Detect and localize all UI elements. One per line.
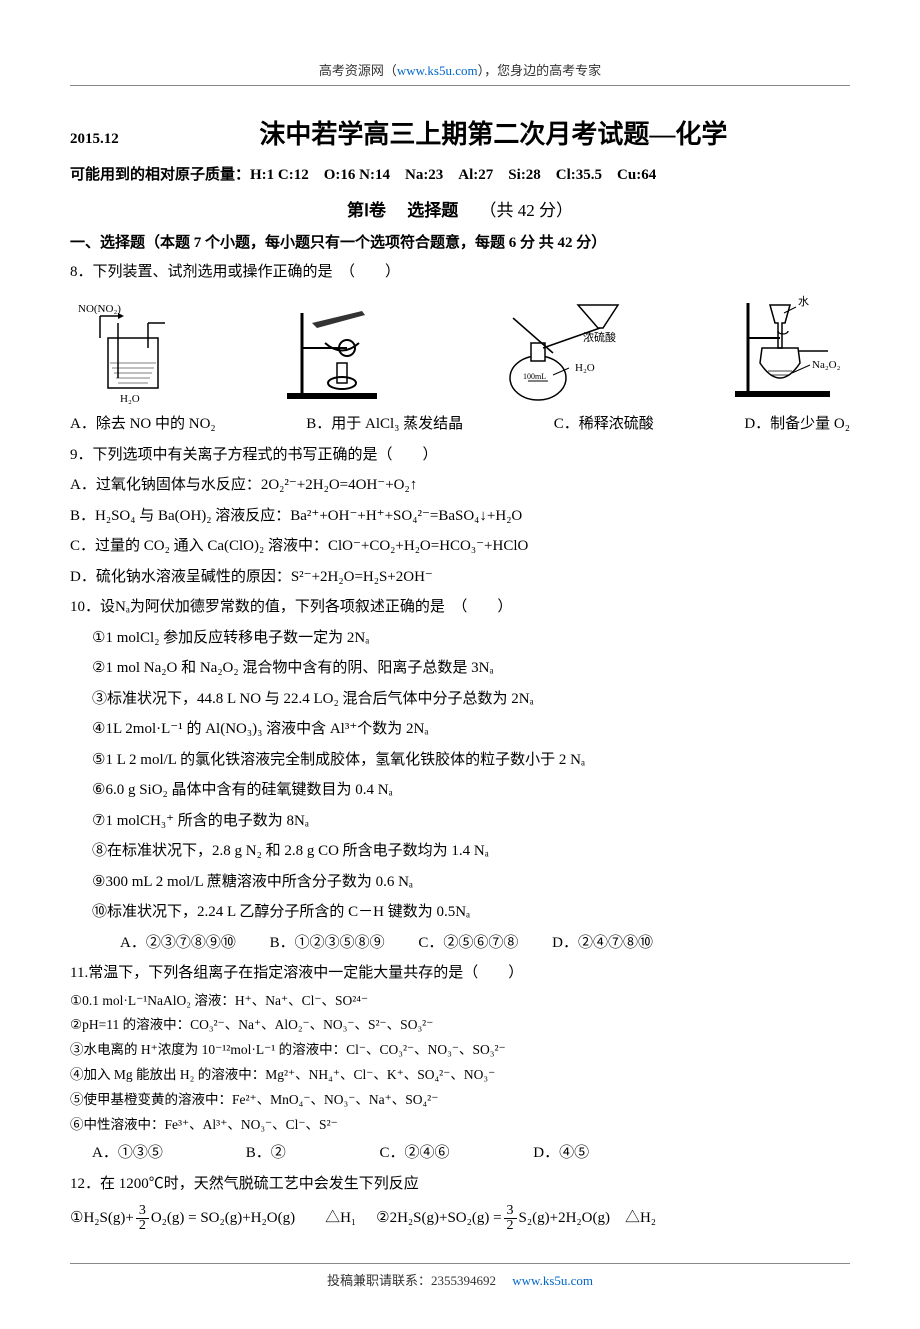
q8-fig-c: 100mL 浓硫酸 H₂O: [483, 293, 633, 408]
header-site: 高考资源网（: [319, 63, 397, 78]
q12-eq1b: O₂(g) = SO₂(g)+H₂O(g) △H₁: [151, 1205, 356, 1232]
q12-frac2: 3 2: [504, 1204, 517, 1233]
footer-url: www.ks5u.com: [512, 1273, 593, 1288]
q10-s7: ⑦1 molCH₃⁺ 所含的电子数为 8Nₐ: [70, 807, 850, 836]
q10-opt-b: B．①②③⑤⑧⑨: [270, 935, 385, 951]
fig-d-label-na2o2: Na₂O₂: [812, 359, 841, 371]
q11-opt-c: C．②④⑥: [380, 1139, 530, 1168]
fig-c-flask-label: 100mL: [523, 372, 546, 381]
fig-c-label-acid: 浓硫酸: [583, 330, 616, 344]
q10-options: A．②③⑦⑧⑨⑩ B．①②③⑤⑧⑨ C．②⑤⑥⑦⑧ D．②④⑦⑧⑩: [70, 929, 850, 958]
q11-opt-a: A．①③⑤: [92, 1139, 242, 1168]
q8-opt-a: A．除去 NO 中的 NO₂: [70, 412, 216, 433]
q12-stem: 12．在 1200℃时，天然气脱硫工艺中会发生下列反应: [70, 1170, 850, 1199]
evaporation-icon: [267, 293, 397, 408]
q8-fig-b: [267, 293, 397, 408]
q8-fig-a: NO(NO₂) H₂O: [70, 298, 180, 408]
page-footer: 投稿兼职请联系：2355394692 www.ks5u.com: [70, 1263, 850, 1289]
header-url: www.ks5u.com: [397, 63, 478, 78]
q11-s1: ①0.1 mol·L⁻¹NaAlO₂ 溶液：H⁺、Na⁺、Cl⁻、SO²⁴⁻: [70, 990, 850, 1013]
section-sub: 选择题: [407, 201, 458, 220]
q10-s6: ⑥6.0 g SiO₂ 晶体中含有的硅氧键数目为 0.4 Nₐ: [70, 776, 850, 805]
q10-s9: ⑨300 mL 2 mol/L 蔗糖溶液中所含分子数为 0.6 Nₐ: [70, 868, 850, 897]
q8-stem: 8．下列装置、试剂选用或操作正确的是 （ ）: [70, 258, 850, 287]
section-label: 第Ⅰ卷: [347, 201, 386, 220]
footer-text: 投稿兼职请联系：2355394692: [327, 1273, 496, 1288]
q10-s5: ⑤1 L 2 mol/L 的氯化铁溶液完全制成胶体，氢氧化铁胶体的粒子数小于 2…: [70, 746, 850, 775]
section-title: 第Ⅰ卷 选择题 （共 42 分）: [70, 196, 850, 221]
header-tagline: ），您身边的高考专家: [478, 63, 602, 78]
q11-options: A．①③⑤ B．② C．②④⑥ D．④⑤: [70, 1139, 850, 1168]
atomic-mass-line: 可能用到的相对原子质量：H:1 C:12 O:16 N:14 Na:23 Al:…: [70, 163, 850, 184]
q8-opt-d: D．制备少量 O₂: [744, 412, 850, 433]
q9-c: C．过量的 CO₂ 通入 Ca(ClO)₂ 溶液中：ClO⁻+CO₂+H₂O=H…: [70, 532, 850, 561]
page: 高考资源网（www.ks5u.com），您身边的高考专家 2015.12 沫中若…: [0, 0, 920, 1329]
q11-opt-d: D．④⑤: [533, 1139, 589, 1168]
q9-d: D．硫化钠水溶液呈碱性的原因：S²⁻+2H₂O=H₂S+2OH⁻: [70, 563, 850, 592]
q9-a: A．过氧化钠固体与水反应：2O₂²⁻+2H₂O=4OH⁻+O₂↑: [70, 471, 850, 500]
q8-opt-c: C．稀释浓硫酸: [554, 412, 654, 433]
q11-stem: 11.常温下，下列各组离子在指定溶液中一定能大量共存的是（ ）: [70, 959, 850, 988]
q10-s10: ⑩标准状况下，2.24 L 乙醇分子所含的 C－H 键数为 0.5Nₐ: [70, 898, 850, 927]
q8-figures: NO(NO₂) H₂O: [70, 293, 850, 408]
exam-date: 2015.12: [70, 131, 119, 148]
q10-s1: ①1 molCl₂ 参加反应转移电子数一定为 2Nₐ: [70, 624, 850, 653]
gas-washing-icon: NO(NO₂) H₂O: [70, 298, 180, 408]
exam-title: 沫中若学高三上期第二次月考试题—化学: [137, 114, 850, 151]
q10-opt-a: A．②③⑦⑧⑨⑩: [120, 935, 236, 951]
q12-frac1: 3 2: [136, 1204, 149, 1233]
q12-eq2b: S₂(g)+2H₂O(g) △H₂: [519, 1205, 656, 1232]
q8-opt-b: B．用于 AlCl₃ 蒸发结晶: [306, 412, 463, 433]
q10-opt-c: C．②⑤⑥⑦⑧: [418, 935, 518, 951]
q12-eq1a: ①H₂S(g)+: [70, 1205, 134, 1232]
q12-eq2a: ②2H₂S(g)+SO₂(g) =: [376, 1205, 501, 1232]
title-row: 2015.12 沫中若学高三上期第二次月考试题—化学: [70, 114, 850, 151]
q11-s4: ④加入 Mg 能放出 H₂ 的溶液中：Mg²⁺、NH₄⁺、Cl⁻、K⁺、SO₄²…: [70, 1064, 850, 1087]
q11-s5: ⑤使甲基橙变黄的溶液中：Fe²⁺、MnO₄⁻、NO₃⁻、Na⁺、SO₄²⁻: [70, 1089, 850, 1112]
part1-instruction: 一、选择题（本题 7 个小题，每小题只有一个选项符合题意，每题 6 分 共 42…: [70, 231, 850, 252]
fig-c-label-water: H₂O: [575, 362, 595, 374]
q11-s6: ⑥中性溶液中：Fe³⁺、Al³⁺、NO₃⁻、Cl⁻、S²⁻: [70, 1114, 850, 1137]
q10-s4: ④1L 2mol·L⁻¹ 的 Al(NO₃)₃ 溶液中含 Al³⁺个数为 2Nₐ: [70, 715, 850, 744]
q8-fig-d: 水 Na₂O₂: [720, 293, 850, 408]
q10-s8: ⑧在标准状况下，2.8 g N₂ 和 2.8 g CO 所含电子数均为 1.4 …: [70, 837, 850, 866]
fig-a-label-bottom: H₂O: [120, 393, 140, 405]
q11-s2: ②pH=11 的溶液中：CO₃²⁻、Na⁺、AlO₂⁻、NO₃⁻、S²⁻、SO₃…: [70, 1014, 850, 1037]
q9-b: B．H₂SO₄ 与 Ba(OH)₂ 溶液反应：Ba²⁺+OH⁻+H⁺+SO₄²⁻…: [70, 502, 850, 531]
q10-s2: ②1 mol Na₂O 和 Na₂O₂ 混合物中含有的阴、阳离子总数是 3Nₐ: [70, 654, 850, 683]
q8-options: A．除去 NO 中的 NO₂ B．用于 AlCl₃ 蒸发结晶 C．稀释浓硫酸 D…: [70, 412, 850, 433]
o2-prep-icon: 水 Na₂O₂: [720, 293, 850, 408]
fig-a-label-top: NO(NO₂): [78, 303, 121, 315]
q11-s3: ③水电离的 H⁺浓度为 10⁻¹²mol·L⁻¹ 的溶液中：Cl⁻、CO₃²⁻、…: [70, 1039, 850, 1062]
page-header: 高考资源网（www.ks5u.com），您身边的高考专家: [70, 60, 850, 86]
q9-stem: 9．下列选项中有关离子方程式的书写正确的是（ ）: [70, 441, 850, 470]
q10-stem: 10．设Nₐ为阿伏加德罗常数的值，下列各项叙述正确的是 （ ）: [70, 593, 850, 622]
q10-opt-d: D．②④⑦⑧⑩: [552, 935, 653, 951]
q11-opt-b: B．②: [246, 1139, 376, 1168]
section-points: （共 42 分）: [480, 201, 574, 220]
fig-d-label-water: 水: [798, 295, 809, 308]
dilution-icon: 100mL 浓硫酸 H₂O: [483, 293, 633, 408]
q12-equations: ①H₂S(g)+ 3 2 O₂(g) = SO₂(g)+H₂O(g) △H₁ ②…: [70, 1204, 850, 1233]
q10-s3: ③标准状况下，44.8 L NO 与 22.4 LO₂ 混合后气体中分子总数为 …: [70, 685, 850, 714]
